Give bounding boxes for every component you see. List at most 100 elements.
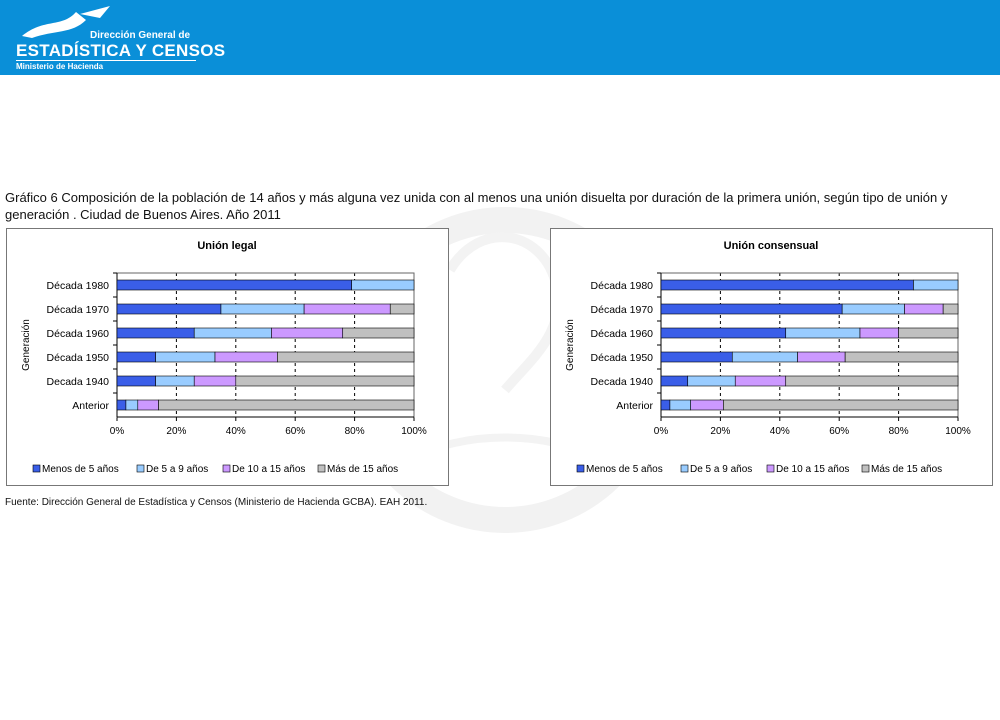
legend-swatch (317, 464, 326, 473)
source-note: Fuente: Dirección General de Estadística… (5, 497, 428, 508)
bar-segment (351, 279, 415, 291)
bar-segment (116, 399, 127, 411)
bar-segment (125, 399, 139, 411)
bar-segment (785, 375, 959, 387)
bar-segment (660, 351, 733, 363)
bar-segment (303, 303, 391, 315)
legend-label: De 5 a 9 años (690, 464, 752, 475)
chart-union-legal: Unión legal 0% 20% 40% 60% 80% 100% Generación D… (6, 228, 449, 486)
category-label: Década 1950 (591, 352, 654, 364)
chart-title: Unión consensual (724, 240, 819, 252)
bar-segment (690, 399, 724, 411)
legend-swatch (680, 464, 689, 473)
category-label: Década 1980 (47, 280, 110, 292)
logo-bird-icon (22, 6, 110, 38)
bar-segment (734, 375, 787, 387)
bar-segment (904, 303, 944, 315)
chart-union-consensual-svg: Unión consensual 0% 20% 40% 60% 80% 100% Genera… (565, 240, 971, 475)
legend-label: De 10 a 15 años (232, 464, 305, 475)
bar-segment (116, 303, 222, 315)
chart-union-consensual: Unión consensual 0% 20% 40% 60% 80% 100% Genera… (550, 228, 993, 486)
bar-segment (785, 327, 861, 339)
bar-segment (844, 351, 959, 363)
bar-segment (235, 375, 415, 387)
legend-swatch (861, 464, 870, 473)
bar-segment (214, 351, 278, 363)
x-tick-label: 20% (166, 426, 186, 437)
x-tick-label: 80% (889, 426, 909, 437)
org-name-line2: ESTADÍSTICA Y CENSOS (16, 41, 226, 60)
chart-title: Unión legal (197, 240, 256, 252)
category-label: Decada 1940 (591, 376, 654, 388)
bar-segment (116, 327, 195, 339)
x-tick-label: 60% (285, 426, 305, 437)
bar-segment (389, 303, 415, 315)
legend-label: Más de 15 años (327, 464, 398, 475)
bar-segment (155, 375, 195, 387)
chart-union-legal-svg: Unión legal 0% 20% 40% 60% 80% 100% Generación D… (21, 240, 427, 475)
x-tick-label: 40% (770, 426, 790, 437)
legend-swatch (136, 464, 145, 473)
bar-segment (942, 303, 959, 315)
bar-segment (687, 375, 736, 387)
legend-swatch (222, 464, 231, 473)
bar-segment (220, 303, 305, 315)
bar-segment (660, 327, 787, 339)
legend-label: Menos de 5 años (586, 464, 663, 475)
bar-segment (898, 327, 959, 339)
org-name-line1: Dirección General de (90, 30, 191, 41)
x-tick-label: 20% (710, 426, 730, 437)
logo-divider (16, 60, 196, 61)
bar-segment (731, 351, 798, 363)
bar-segment (271, 327, 344, 339)
bar-segment (859, 327, 899, 339)
bar-segment (669, 399, 692, 411)
legend-swatch (576, 464, 585, 473)
x-tick-label: 100% (401, 426, 427, 437)
y-axis-label: Generación (21, 319, 32, 371)
x-tick-label: 0% (654, 426, 669, 437)
category-label: Anterior (72, 400, 109, 412)
bar-segment (660, 375, 689, 387)
y-axis-label: Generación (565, 319, 576, 371)
bar-segment (841, 303, 905, 315)
organization-logo: Dirección General de ESTADÍSTICA Y CENSO… (14, 4, 225, 72)
bar-segment (193, 375, 237, 387)
category-label: Década 1970 (47, 304, 110, 316)
bar-segment (723, 399, 959, 411)
category-label: Década 1970 (591, 304, 654, 316)
bar-segment (116, 279, 352, 291)
figure-title: Gráfico 6 Composición de la población de… (5, 190, 948, 222)
bar-segment (193, 327, 272, 339)
bar-segment (913, 279, 959, 291)
legend-swatch (32, 464, 41, 473)
bar-segment (137, 399, 159, 411)
plot-area-frame (116, 272, 415, 418)
bar-segment (158, 399, 415, 411)
legend-label: De 5 a 9 años (146, 464, 208, 475)
legend-label: Menos de 5 años (42, 464, 119, 475)
bar-segment (342, 327, 415, 339)
category-label: Década 1960 (591, 328, 654, 340)
bar-segment (660, 279, 914, 291)
category-label: Década 1980 (591, 280, 654, 292)
category-label: Anterior (616, 400, 653, 412)
bar-segment (277, 351, 415, 363)
bar-segment (116, 375, 156, 387)
org-name-line3: Ministerio de Hacienda (16, 62, 104, 71)
plot-area-frame (660, 272, 959, 418)
header-bar: Dirección General de ESTADÍSTICA Y CENSO… (0, 0, 1000, 75)
x-tick-label: 60% (829, 426, 849, 437)
bar-segment (155, 351, 216, 363)
x-tick-label: 80% (345, 426, 365, 437)
bar-segment (660, 303, 843, 315)
x-tick-label: 0% (110, 426, 125, 437)
x-tick-label: 100% (945, 426, 971, 437)
legend-label: Más de 15 años (871, 464, 942, 475)
legend-label: De 10 a 15 años (776, 464, 849, 475)
bar-segment (116, 351, 156, 363)
bar-segment (797, 351, 846, 363)
bar-segment (660, 399, 671, 411)
x-tick-label: 40% (226, 426, 246, 437)
legend-swatch (766, 464, 775, 473)
